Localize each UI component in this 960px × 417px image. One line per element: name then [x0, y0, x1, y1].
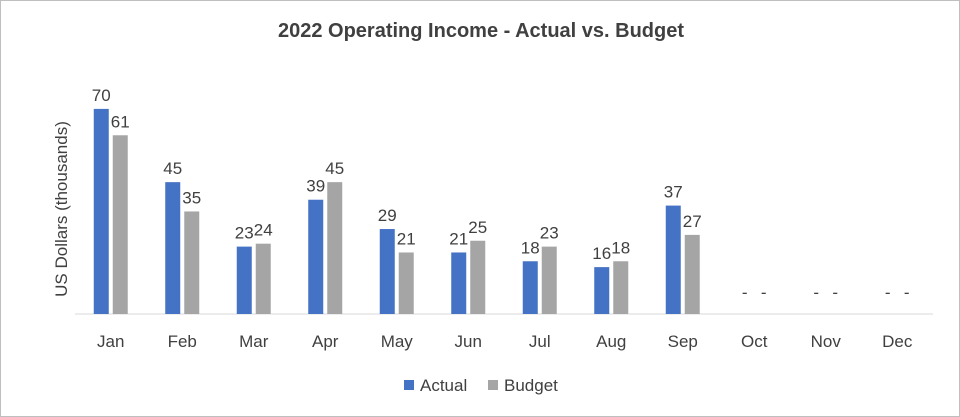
budget-bar-apr — [327, 182, 343, 314]
bars-group — [93, 108, 700, 315]
budget-data-label-dec: - — [904, 283, 910, 302]
legend-label-actual: Actual — [420, 376, 467, 395]
budget-bar-sep — [684, 234, 700, 314]
budget-bar-jul — [541, 246, 557, 314]
actual-bar-may — [379, 229, 395, 314]
x-tick-label-dec: Dec — [882, 332, 913, 351]
actual-data-label-jun: 21 — [449, 229, 468, 248]
x-tick-label-jun: Jun — [455, 332, 482, 351]
actual-data-label-oct: - — [742, 283, 748, 302]
legend-swatch-budget — [488, 380, 498, 390]
y-axis-label: US Dollars (thousands) — [52, 121, 71, 297]
budget-data-label-apr: 45 — [325, 159, 344, 178]
legend-label-budget: Budget — [504, 376, 558, 395]
actual-bar-aug — [594, 267, 610, 314]
budget-data-label-mar: 24 — [254, 221, 273, 240]
x-tick-label-mar: Mar — [239, 332, 269, 351]
actual-bar-jun — [451, 252, 467, 314]
budget-data-label-feb: 35 — [182, 188, 201, 207]
actual-data-label-nov: - — [813, 283, 819, 302]
x-tick-label-sep: Sep — [668, 332, 698, 351]
chart-title: 2022 Operating Income - Actual vs. Budge… — [278, 20, 684, 42]
budget-bar-mar — [255, 243, 271, 314]
budget-data-label-jul: 23 — [540, 224, 559, 243]
budget-data-label-sep: 27 — [683, 212, 702, 231]
budget-data-label-nov: - — [832, 283, 838, 302]
budget-bar-feb — [184, 211, 200, 314]
actual-data-label-aug: 16 — [592, 244, 611, 263]
actual-data-label-sep: 37 — [664, 183, 683, 202]
x-tick-label-may: May — [381, 332, 414, 351]
budget-data-label-jan: 61 — [111, 112, 130, 131]
actual-bar-jul — [522, 261, 538, 314]
budget-bar-may — [398, 252, 414, 314]
x-tick-label-oct: Oct — [741, 332, 768, 351]
budget-bar-jan — [112, 135, 128, 314]
legend: Actual Budget — [404, 376, 558, 395]
budget-data-label-aug: 18 — [611, 238, 630, 257]
x-tick-label-apr: Apr — [312, 332, 339, 351]
actual-data-label-may: 29 — [378, 206, 397, 225]
actual-bar-mar — [236, 246, 252, 314]
budget-data-label-may: 21 — [397, 229, 416, 248]
budget-data-label-oct: - — [761, 283, 767, 302]
actual-data-label-jul: 18 — [521, 238, 540, 257]
actual-data-label-mar: 23 — [235, 224, 254, 243]
x-tick-labels-group: Jan Feb Mar Apr May Jun Jul Aug Sep Oct Nov Dec — [97, 332, 913, 351]
budget-bar-aug — [613, 261, 629, 314]
actual-data-label-jan: 70 — [92, 86, 111, 105]
budget-bar-jun — [470, 240, 486, 314]
actual-bar-apr — [308, 199, 324, 314]
x-tick-label-jan: Jan — [97, 332, 124, 351]
budget-data-label-jun: 25 — [468, 218, 487, 237]
actual-bar-sep — [665, 205, 681, 314]
x-tick-label-jul: Jul — [529, 332, 551, 351]
actual-data-label-dec: - — [885, 283, 891, 302]
actual-data-label-apr: 39 — [306, 177, 325, 196]
x-tick-label-feb: Feb — [168, 332, 197, 351]
actual-bar-feb — [165, 182, 181, 314]
actual-data-label-feb: 45 — [163, 159, 182, 178]
x-tick-label-aug: Aug — [596, 332, 626, 351]
legend-swatch-actual — [404, 380, 414, 390]
actual-bar-jan — [93, 108, 109, 315]
x-tick-label-nov: Nov — [811, 332, 842, 351]
